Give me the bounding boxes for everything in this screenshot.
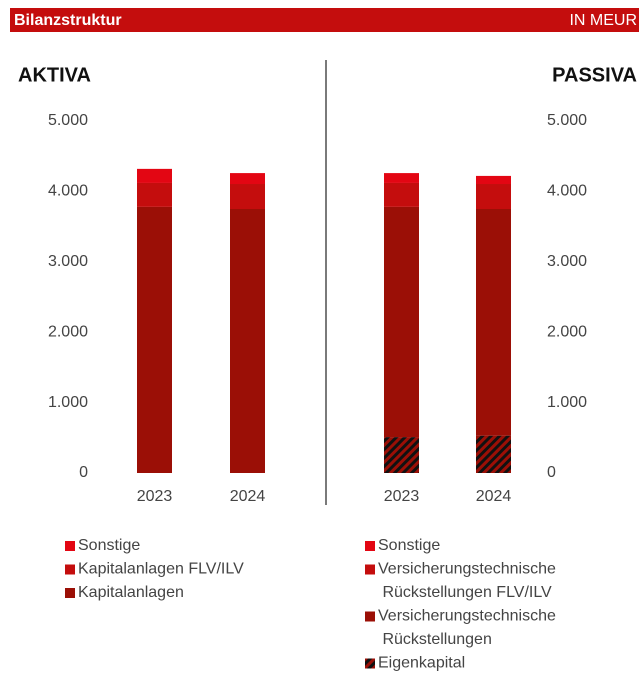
legend-swatch xyxy=(365,564,375,575)
x-tick-label: 2023 xyxy=(384,488,420,505)
chart-title: PASSIVA xyxy=(552,64,637,86)
bar-segment xyxy=(476,175,511,185)
bar-segment xyxy=(476,209,511,436)
legend-label: Kapitalanlagen xyxy=(78,584,184,601)
legend-label: Sonstige xyxy=(378,537,440,554)
y-tick-label: 4.000 xyxy=(547,183,587,200)
header-title: Bilanzstruktur xyxy=(14,12,122,29)
bar-segment xyxy=(384,437,419,473)
legend-label: Sonstige xyxy=(78,537,140,554)
bar-segment xyxy=(384,173,419,183)
y-tick-label: 0 xyxy=(547,464,556,481)
legend-label: Versicherungstechnische Rückstellungen xyxy=(378,608,556,649)
y-tick-label: 5.000 xyxy=(547,112,587,129)
y-tick-label: 0 xyxy=(79,464,88,481)
y-tick-label: 5.000 xyxy=(48,112,88,129)
legend-swatch xyxy=(365,611,375,622)
y-tick-label: 4.000 xyxy=(48,183,88,200)
y-tick-label: 2.000 xyxy=(547,323,587,340)
bar-segment xyxy=(137,206,172,473)
legend-swatch xyxy=(65,588,75,598)
legend-label: Kapitalanlagen FLV/ILV xyxy=(78,561,244,578)
chart-title: AKTIVA xyxy=(18,64,91,86)
y-tick-label: 1.000 xyxy=(48,394,88,411)
bar-segment xyxy=(384,182,419,207)
x-tick-label: 2024 xyxy=(476,488,512,505)
y-tick-label: 2.000 xyxy=(48,323,88,340)
x-tick-label: 2023 xyxy=(137,488,173,505)
y-tick-label: 3.000 xyxy=(48,253,88,270)
legend-swatch xyxy=(65,541,75,551)
bar-segment xyxy=(230,173,265,185)
y-tick-label: 1.000 xyxy=(547,394,587,411)
y-tick-label: 3.000 xyxy=(547,253,587,270)
legend-label: Eigenkapital xyxy=(378,655,465,672)
bar-segment xyxy=(230,209,265,473)
header-unit: IN MEUR xyxy=(569,12,637,29)
bar-segment xyxy=(137,168,172,183)
x-tick-label: 2024 xyxy=(230,488,266,505)
bar-segment xyxy=(230,184,265,209)
bar-segment xyxy=(384,206,419,438)
legend-label: Versicherungstechnische Rückstellungen F… xyxy=(378,561,556,602)
bar-segment xyxy=(476,435,511,473)
bar-segment xyxy=(137,182,172,207)
bar-segment xyxy=(476,184,511,209)
legend-swatch xyxy=(365,658,375,669)
legend-swatch xyxy=(65,564,75,575)
legend-swatch xyxy=(365,541,375,551)
header-bar xyxy=(10,8,639,32)
